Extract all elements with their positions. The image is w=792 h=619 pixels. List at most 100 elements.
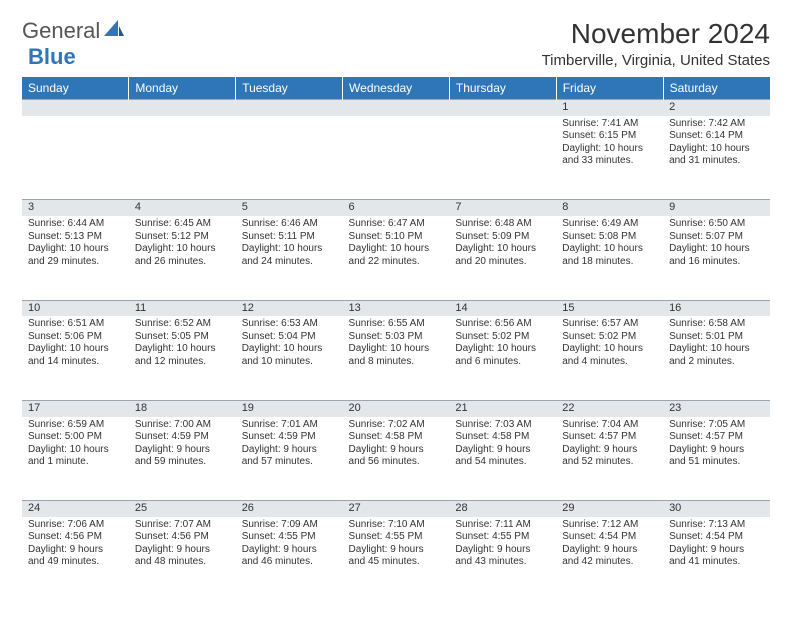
daylight-text-2: and 20 minutes. [455, 256, 550, 269]
sunrise-text: Sunrise: 6:58 AM [669, 318, 764, 331]
sunset-text: Sunset: 5:01 PM [669, 331, 764, 344]
daylight-text: Daylight: 9 hours [669, 544, 764, 557]
day-header: Saturday [663, 77, 770, 100]
sunrise-text: Sunrise: 7:07 AM [135, 519, 230, 532]
day-header: Thursday [449, 77, 556, 100]
day-cell: Sunrise: 7:42 AMSunset: 6:14 PMDaylight:… [663, 116, 770, 200]
day-number: 30 [663, 501, 770, 517]
daylight-text: Daylight: 10 hours [28, 243, 123, 256]
sunrise-text: Sunrise: 7:03 AM [455, 419, 550, 432]
daylight-text: Daylight: 9 hours [562, 444, 657, 457]
day-cell: Sunrise: 7:10 AMSunset: 4:55 PMDaylight:… [343, 517, 450, 601]
day-number: 15 [556, 300, 663, 316]
sunset-text: Sunset: 4:55 PM [242, 531, 337, 544]
day-number: 29 [556, 501, 663, 517]
daylight-text: Daylight: 9 hours [455, 444, 550, 457]
day-cell: Sunrise: 6:59 AMSunset: 5:00 PMDaylight:… [22, 417, 129, 501]
sunrise-text: Sunrise: 6:45 AM [135, 218, 230, 231]
day-number: 1 [556, 100, 663, 116]
daylight-text: Daylight: 9 hours [349, 444, 444, 457]
daylight-text-2: and 16 minutes. [669, 256, 764, 269]
sunset-text: Sunset: 4:56 PM [135, 531, 230, 544]
sunset-text: Sunset: 5:13 PM [28, 231, 123, 244]
sunset-text: Sunset: 4:59 PM [135, 431, 230, 444]
daylight-text: Daylight: 9 hours [349, 544, 444, 557]
sunset-text: Sunset: 4:58 PM [349, 431, 444, 444]
daylight-text-2: and 45 minutes. [349, 556, 444, 569]
daylight-text: Daylight: 10 hours [242, 243, 337, 256]
day-number [343, 100, 450, 116]
sunrise-text: Sunrise: 6:57 AM [562, 318, 657, 331]
day-number: 10 [22, 300, 129, 316]
day-number: 24 [22, 501, 129, 517]
header: General November 2024 Timberville, Virgi… [22, 18, 770, 69]
sunrise-text: Sunrise: 7:01 AM [242, 419, 337, 432]
day-number: 11 [129, 300, 236, 316]
day-cell: Sunrise: 7:11 AMSunset: 4:55 PMDaylight:… [449, 517, 556, 601]
daylight-text: Daylight: 10 hours [28, 343, 123, 356]
day-cell [236, 116, 343, 200]
logo-text-general: General [22, 18, 100, 44]
day-cell: Sunrise: 6:48 AMSunset: 5:09 PMDaylight:… [449, 216, 556, 300]
day-number-row: 17181920212223 [22, 400, 770, 416]
day-number-row: 24252627282930 [22, 501, 770, 517]
daylight-text-2: and 6 minutes. [455, 356, 550, 369]
day-number: 20 [343, 400, 450, 416]
sunrise-text: Sunrise: 6:46 AM [242, 218, 337, 231]
sunset-text: Sunset: 4:58 PM [455, 431, 550, 444]
daylight-text: Daylight: 10 hours [135, 343, 230, 356]
day-header: Wednesday [343, 77, 450, 100]
day-number [22, 100, 129, 116]
day-number: 21 [449, 400, 556, 416]
sunrise-text: Sunrise: 6:59 AM [28, 419, 123, 432]
daylight-text: Daylight: 10 hours [135, 243, 230, 256]
daylight-text-2: and 4 minutes. [562, 356, 657, 369]
daylight-text: Daylight: 9 hours [669, 444, 764, 457]
sunset-text: Sunset: 5:03 PM [349, 331, 444, 344]
day-cell: Sunrise: 6:58 AMSunset: 5:01 PMDaylight:… [663, 316, 770, 400]
daylight-text-2: and 18 minutes. [562, 256, 657, 269]
daylight-text-2: and 22 minutes. [349, 256, 444, 269]
sunset-text: Sunset: 5:00 PM [28, 431, 123, 444]
day-number: 16 [663, 300, 770, 316]
sunset-text: Sunset: 5:11 PM [242, 231, 337, 244]
sunrise-text: Sunrise: 7:09 AM [242, 519, 337, 532]
day-body-row: Sunrise: 6:59 AMSunset: 5:00 PM Daylight:… [22, 417, 770, 501]
day-cell: Sunrise: 6:53 AMSunset: 5:04 PMDaylight:… [236, 316, 343, 400]
day-header: Friday [556, 77, 663, 100]
sunrise-text: Sunrise: 7:42 AM [669, 118, 764, 131]
day-number: 5 [236, 200, 343, 216]
sunrise-text: Sunrise: 6:56 AM [455, 318, 550, 331]
sunrise-text: Sunrise: 6:55 AM [349, 318, 444, 331]
day-cell [22, 116, 129, 200]
month-title: November 2024 [542, 18, 770, 50]
day-cell: Sunrise: 7:41 AMSunset: 6:15 PMDaylight:… [556, 116, 663, 200]
day-number: 26 [236, 501, 343, 517]
daylight-text: Daylight: 9 hours [135, 544, 230, 557]
daylight-text-2: and 14 minutes. [28, 356, 123, 369]
sunset-text: Sunset: 5:02 PM [562, 331, 657, 344]
day-number-row: 12 [22, 100, 770, 116]
daylight-text-2: and 33 minutes. [562, 155, 657, 168]
daylight-text: Daylight: 9 hours [242, 544, 337, 557]
day-body-row: Sunrise: 6:51 AMSunset: 5:06 PMDaylight:… [22, 316, 770, 400]
day-number: 8 [556, 200, 663, 216]
daylight-text-2: and 43 minutes. [455, 556, 550, 569]
day-cell: Sunrise: 6:56 AMSunset: 5:02 PMDaylight:… [449, 316, 556, 400]
sunset-text: Sunset: 5:06 PM [28, 331, 123, 344]
daylight-text-2: and 29 minutes. [28, 256, 123, 269]
day-number: 14 [449, 300, 556, 316]
sunrise-text: Sunrise: 6:49 AM [562, 218, 657, 231]
day-number: 18 [129, 400, 236, 416]
sunrise-text: Sunrise: 6:52 AM [135, 318, 230, 331]
daylight-text: Daylight: 9 hours [562, 544, 657, 557]
day-number-row: 10111213141516 [22, 300, 770, 316]
sunrise-text: Sunrise: 6:53 AM [242, 318, 337, 331]
day-header: Monday [129, 77, 236, 100]
daylight-text: Daylight: 9 hours [242, 444, 337, 457]
day-number: 17 [22, 400, 129, 416]
day-cell: Sunrise: 7:00 AMSunset: 4:59 PMDaylight:… [129, 417, 236, 501]
logo: General [22, 18, 126, 44]
day-number: 3 [22, 200, 129, 216]
daylight-text: Daylight: 9 hours [455, 544, 550, 557]
